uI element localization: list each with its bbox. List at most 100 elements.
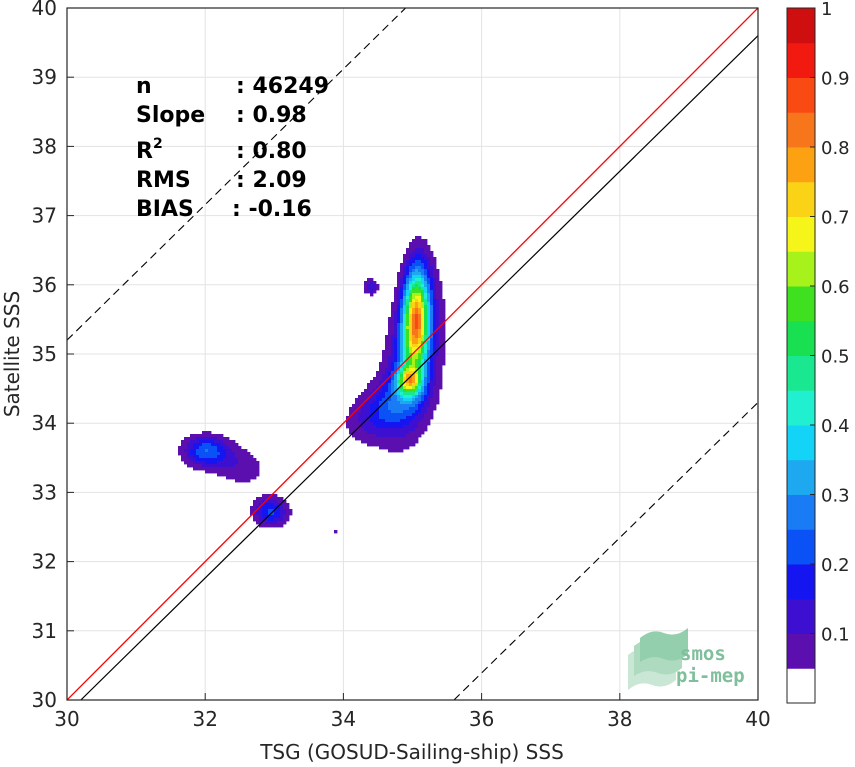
density-cell (427, 248, 431, 252)
density-cell (409, 359, 413, 363)
density-cell (397, 362, 401, 366)
density-cell (427, 326, 431, 330)
density-cell (436, 323, 440, 327)
density-cell (220, 473, 224, 477)
density-cell (424, 350, 428, 354)
density-cell (409, 281, 413, 285)
density-cell (433, 395, 437, 399)
density-cell (370, 380, 374, 384)
density-cell (223, 467, 227, 471)
density-cell (250, 506, 254, 510)
density-cell (409, 299, 413, 303)
density-cell (346, 416, 350, 420)
density-cell (412, 275, 416, 279)
density-cell (400, 335, 404, 339)
fit-line (80, 35, 758, 700)
density-cell (370, 290, 374, 294)
density-cell (406, 365, 410, 369)
density-cell (193, 449, 197, 453)
density-cell (430, 386, 434, 390)
density-cell (388, 335, 392, 339)
density-cell (208, 437, 212, 441)
density-cell (265, 494, 269, 498)
density-cell (364, 287, 368, 291)
x-tick-label: 36 (469, 707, 494, 731)
density-cell (421, 293, 425, 297)
density-cell (274, 497, 278, 501)
density-cell (436, 302, 440, 306)
colorbar-segment (787, 598, 815, 634)
density-cell (352, 425, 356, 429)
density-cell (274, 509, 278, 513)
density-cell (409, 329, 413, 333)
density-cell (358, 407, 362, 411)
density-cell (364, 281, 368, 285)
density-cell (397, 374, 401, 378)
density-cell (187, 449, 191, 453)
density-cell (415, 275, 419, 279)
density-cell (427, 383, 431, 387)
density-cell (430, 398, 434, 402)
density-cell (382, 419, 386, 423)
density-cell (424, 371, 428, 375)
density-cell (259, 515, 263, 519)
density-cell (391, 338, 395, 342)
density-cell (418, 290, 422, 294)
density-cell (430, 314, 434, 318)
density-cell (367, 401, 371, 405)
density-cell (418, 431, 422, 435)
density-cell (427, 359, 431, 363)
density-cell (355, 416, 359, 420)
density-cell (412, 341, 416, 345)
density-cell (370, 416, 374, 420)
density-cell (436, 326, 440, 330)
density-cell (286, 503, 290, 507)
density-cell (400, 362, 404, 366)
density-cell (439, 329, 443, 333)
density-cell (406, 266, 410, 270)
density-cell (376, 371, 380, 375)
density-cell (394, 287, 398, 291)
density-cell (364, 425, 368, 429)
density-cell (415, 425, 419, 429)
density-cell (397, 383, 401, 387)
density-cell (415, 434, 419, 438)
density-cell (385, 380, 389, 384)
density-cell (439, 323, 443, 327)
density-cell (388, 374, 392, 378)
density-cell (406, 431, 410, 435)
density-cell (388, 365, 392, 369)
density-cell (409, 245, 413, 249)
density-cell (376, 431, 380, 435)
density-cell (415, 422, 419, 426)
density-cell (370, 437, 374, 441)
density-cell (442, 362, 446, 366)
density-cell (433, 308, 437, 312)
logo-waves-icon (628, 628, 688, 690)
density-cell (421, 290, 425, 294)
density-cell (430, 395, 434, 399)
density-cell (391, 386, 395, 390)
density-cell (229, 443, 233, 447)
density-cell (214, 452, 218, 456)
density-cell (421, 269, 425, 273)
density-cell (253, 464, 257, 468)
density-cell (199, 446, 203, 450)
density-cell (256, 467, 260, 471)
density-cell (235, 443, 239, 447)
density-cell (226, 452, 230, 456)
density-cell (400, 440, 404, 444)
density-cell (409, 353, 413, 357)
density-cell (391, 407, 395, 411)
x-tick-label: 30 (54, 707, 79, 731)
density-cell (391, 359, 395, 363)
density-cell (232, 467, 236, 471)
density-cell (415, 344, 419, 348)
density-cell (427, 293, 431, 297)
density-cell (181, 455, 185, 459)
density-cell (403, 434, 407, 438)
density-cell (427, 320, 431, 324)
density-cell (199, 434, 203, 438)
density-cell (394, 314, 398, 318)
density-cell (403, 263, 407, 267)
